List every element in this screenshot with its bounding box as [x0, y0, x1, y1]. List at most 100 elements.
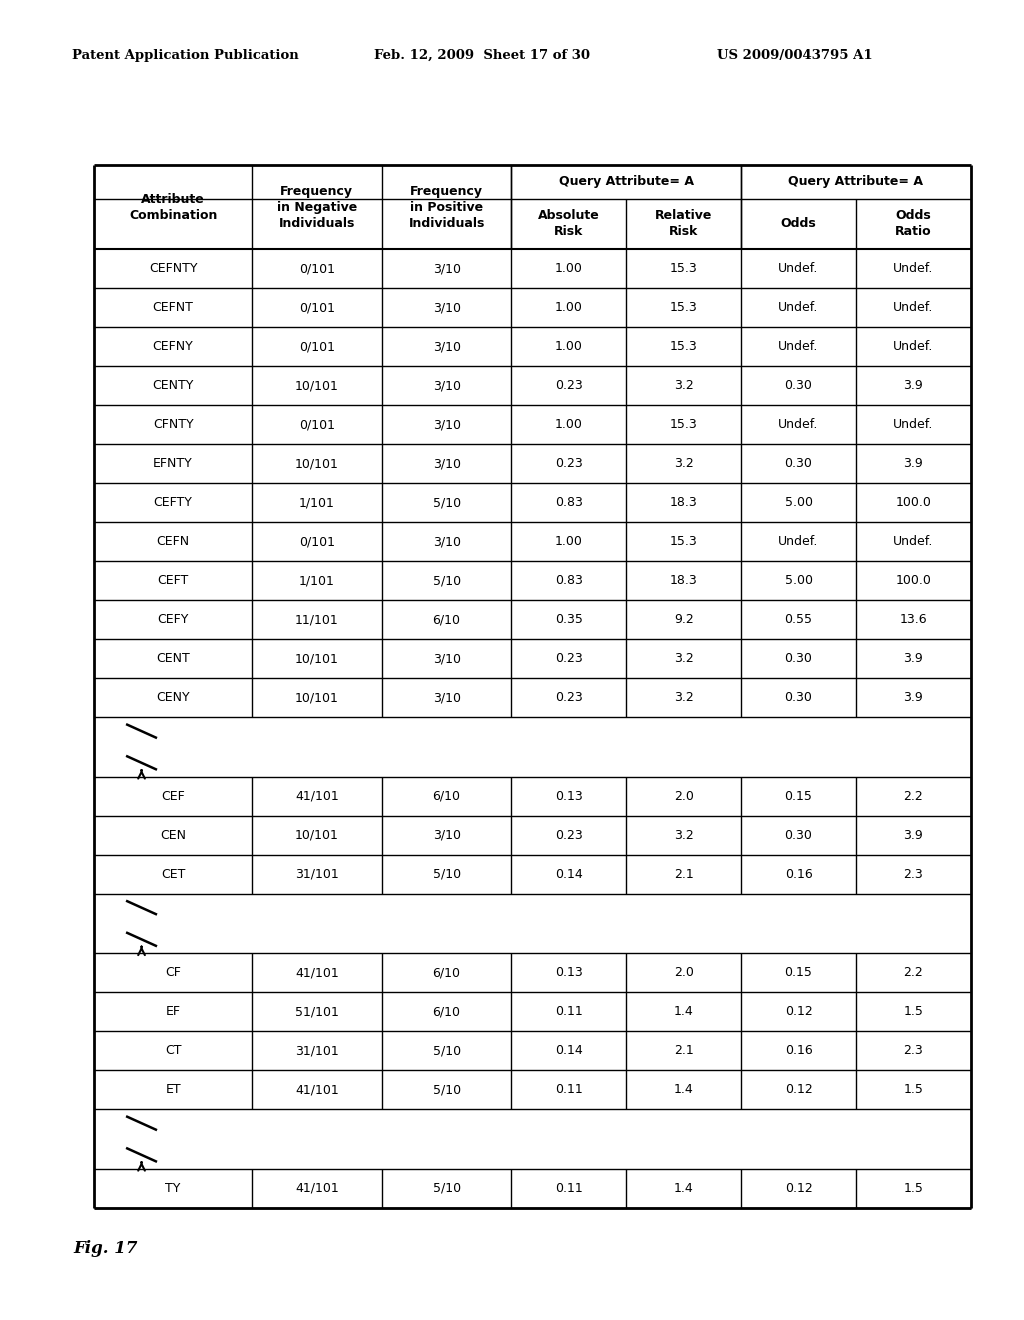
- Text: 2.0: 2.0: [674, 966, 693, 979]
- Text: 0.12: 0.12: [784, 1084, 812, 1097]
- Text: 3/10: 3/10: [432, 829, 461, 842]
- Text: 5/10: 5/10: [432, 1084, 461, 1097]
- Text: CT: CT: [165, 1044, 181, 1057]
- Text: 0.30: 0.30: [784, 829, 812, 842]
- Text: 1/101: 1/101: [299, 574, 335, 587]
- Text: CEFNY: CEFNY: [153, 341, 194, 354]
- Text: 1.4: 1.4: [674, 1006, 693, 1018]
- Text: 0.83: 0.83: [555, 574, 583, 587]
- Text: 3/10: 3/10: [432, 341, 461, 354]
- Text: CENY: CENY: [157, 692, 189, 704]
- Text: CEFY: CEFY: [158, 614, 188, 626]
- Text: 0.11: 0.11: [555, 1181, 583, 1195]
- Text: Undef.: Undef.: [778, 535, 819, 548]
- Text: 5/10: 5/10: [432, 496, 461, 510]
- Text: 0/101: 0/101: [299, 418, 335, 432]
- Text: 0.23: 0.23: [555, 457, 583, 470]
- Text: 1.4: 1.4: [674, 1084, 693, 1097]
- Text: Query Attribute= A: Query Attribute= A: [788, 176, 924, 189]
- Text: 3.2: 3.2: [674, 457, 693, 470]
- Text: 18.3: 18.3: [670, 574, 697, 587]
- Text: Query Attribute= A: Query Attribute= A: [559, 176, 694, 189]
- Text: 1.00: 1.00: [555, 418, 583, 432]
- Text: 3.2: 3.2: [674, 829, 693, 842]
- Text: CF: CF: [165, 966, 181, 979]
- Text: Undef.: Undef.: [893, 418, 934, 432]
- Text: 5/10: 5/10: [432, 1181, 461, 1195]
- Text: Patent Application Publication: Patent Application Publication: [72, 49, 298, 62]
- Text: 1.5: 1.5: [903, 1181, 924, 1195]
- Text: TY: TY: [166, 1181, 181, 1195]
- Text: 5/10: 5/10: [432, 574, 461, 587]
- Text: 18.3: 18.3: [670, 496, 697, 510]
- Text: 0.23: 0.23: [555, 692, 583, 704]
- Text: 41/101: 41/101: [295, 966, 339, 979]
- Text: US 2009/0043795 A1: US 2009/0043795 A1: [717, 49, 872, 62]
- Text: 0.12: 0.12: [784, 1006, 812, 1018]
- Text: CEFN: CEFN: [157, 535, 189, 548]
- Text: 3/10: 3/10: [432, 692, 461, 704]
- Text: 3/10: 3/10: [432, 457, 461, 470]
- Text: 5.00: 5.00: [784, 496, 812, 510]
- Text: 10/101: 10/101: [295, 652, 339, 665]
- Text: 0/101: 0/101: [299, 263, 335, 275]
- Text: 100.0: 100.0: [895, 574, 931, 587]
- Text: 0.16: 0.16: [784, 867, 812, 880]
- Text: 15.3: 15.3: [670, 341, 697, 354]
- Text: 3.9: 3.9: [903, 379, 924, 392]
- Text: Undef.: Undef.: [893, 301, 934, 314]
- Text: 41/101: 41/101: [295, 1181, 339, 1195]
- Text: 6/10: 6/10: [432, 1006, 461, 1018]
- Text: 2.2: 2.2: [903, 789, 924, 803]
- Text: Feb. 12, 2009  Sheet 17 of 30: Feb. 12, 2009 Sheet 17 of 30: [374, 49, 590, 62]
- Text: 5.00: 5.00: [784, 574, 812, 587]
- Text: 0.15: 0.15: [784, 966, 812, 979]
- Text: ET: ET: [165, 1084, 181, 1097]
- Text: 6/10: 6/10: [432, 789, 461, 803]
- Text: 2.3: 2.3: [903, 867, 924, 880]
- Text: 0.83: 0.83: [555, 496, 583, 510]
- Text: 0.30: 0.30: [784, 457, 812, 470]
- Text: 3.9: 3.9: [903, 829, 924, 842]
- Text: 1.5: 1.5: [903, 1006, 924, 1018]
- Text: 0.11: 0.11: [555, 1006, 583, 1018]
- Text: 3.9: 3.9: [903, 457, 924, 470]
- Text: 10/101: 10/101: [295, 829, 339, 842]
- Text: CENT: CENT: [157, 652, 190, 665]
- Text: Undef.: Undef.: [893, 535, 934, 548]
- Text: 0.30: 0.30: [784, 379, 812, 392]
- Text: 2.3: 2.3: [903, 1044, 924, 1057]
- Text: 15.3: 15.3: [670, 418, 697, 432]
- Text: 1.00: 1.00: [555, 535, 583, 548]
- Text: 3.2: 3.2: [674, 379, 693, 392]
- Text: 6/10: 6/10: [432, 614, 461, 626]
- Text: 0.13: 0.13: [555, 966, 583, 979]
- Text: CEN: CEN: [160, 829, 186, 842]
- Text: Attribute
Combination: Attribute Combination: [129, 193, 217, 222]
- Text: 1.00: 1.00: [555, 263, 583, 275]
- Text: 0/101: 0/101: [299, 341, 335, 354]
- Text: Odds: Odds: [780, 218, 816, 231]
- Text: 0.14: 0.14: [555, 1044, 583, 1057]
- Text: 0.12: 0.12: [784, 1181, 812, 1195]
- Text: 0.15: 0.15: [784, 789, 812, 803]
- Text: 5/10: 5/10: [432, 1044, 461, 1057]
- Text: 0.30: 0.30: [784, 652, 812, 665]
- Text: 3/10: 3/10: [432, 379, 461, 392]
- Text: 11/101: 11/101: [295, 614, 339, 626]
- Text: 3/10: 3/10: [432, 535, 461, 548]
- Text: Fig. 17: Fig. 17: [74, 1239, 138, 1257]
- Text: 0.16: 0.16: [784, 1044, 812, 1057]
- Text: 3/10: 3/10: [432, 301, 461, 314]
- Text: 0.23: 0.23: [555, 829, 583, 842]
- Text: CEFNTY: CEFNTY: [148, 263, 198, 275]
- Text: Absolute
Risk: Absolute Risk: [538, 210, 600, 239]
- Text: Frequency
in Negative
Individuals: Frequency in Negative Individuals: [276, 185, 357, 230]
- Text: 10/101: 10/101: [295, 379, 339, 392]
- Text: 2.0: 2.0: [674, 789, 693, 803]
- Text: 10/101: 10/101: [295, 692, 339, 704]
- Text: 0.23: 0.23: [555, 379, 583, 392]
- Text: CFNTY: CFNTY: [153, 418, 194, 432]
- Text: 0.13: 0.13: [555, 789, 583, 803]
- Text: 3/10: 3/10: [432, 652, 461, 665]
